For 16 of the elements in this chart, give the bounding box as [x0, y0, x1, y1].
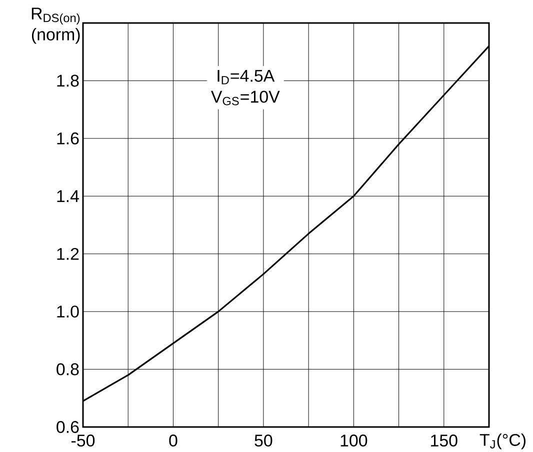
y-tick-label: 1.6: [57, 132, 79, 144]
y-tick-label: 0.6: [56, 421, 79, 433]
x-tick-label: -50: [72, 434, 95, 447]
y-tick-label: 1.4: [57, 190, 79, 202]
y-tick-label: 1.2: [57, 248, 79, 260]
x-tick-label: 50: [254, 434, 272, 447]
y-tick-label: 1.0: [57, 306, 79, 318]
y-tick-label: 1.8: [57, 74, 79, 87]
annotation: V$_{GS}$=10V: [211, 90, 280, 106]
y-axis-title: R$_{DS(on)}$ (norm): [32, 8, 80, 44]
x-axis-title: T$_{J}$(°C): [480, 434, 526, 450]
x-tick-label: 0: [169, 434, 178, 447]
x-tick-label: 100: [340, 434, 368, 447]
annotation: I$_{D}$=4.5A: [218, 70, 275, 84]
x-tick-label: 150: [431, 434, 458, 447]
y-tick-label: 0.8: [56, 363, 79, 376]
